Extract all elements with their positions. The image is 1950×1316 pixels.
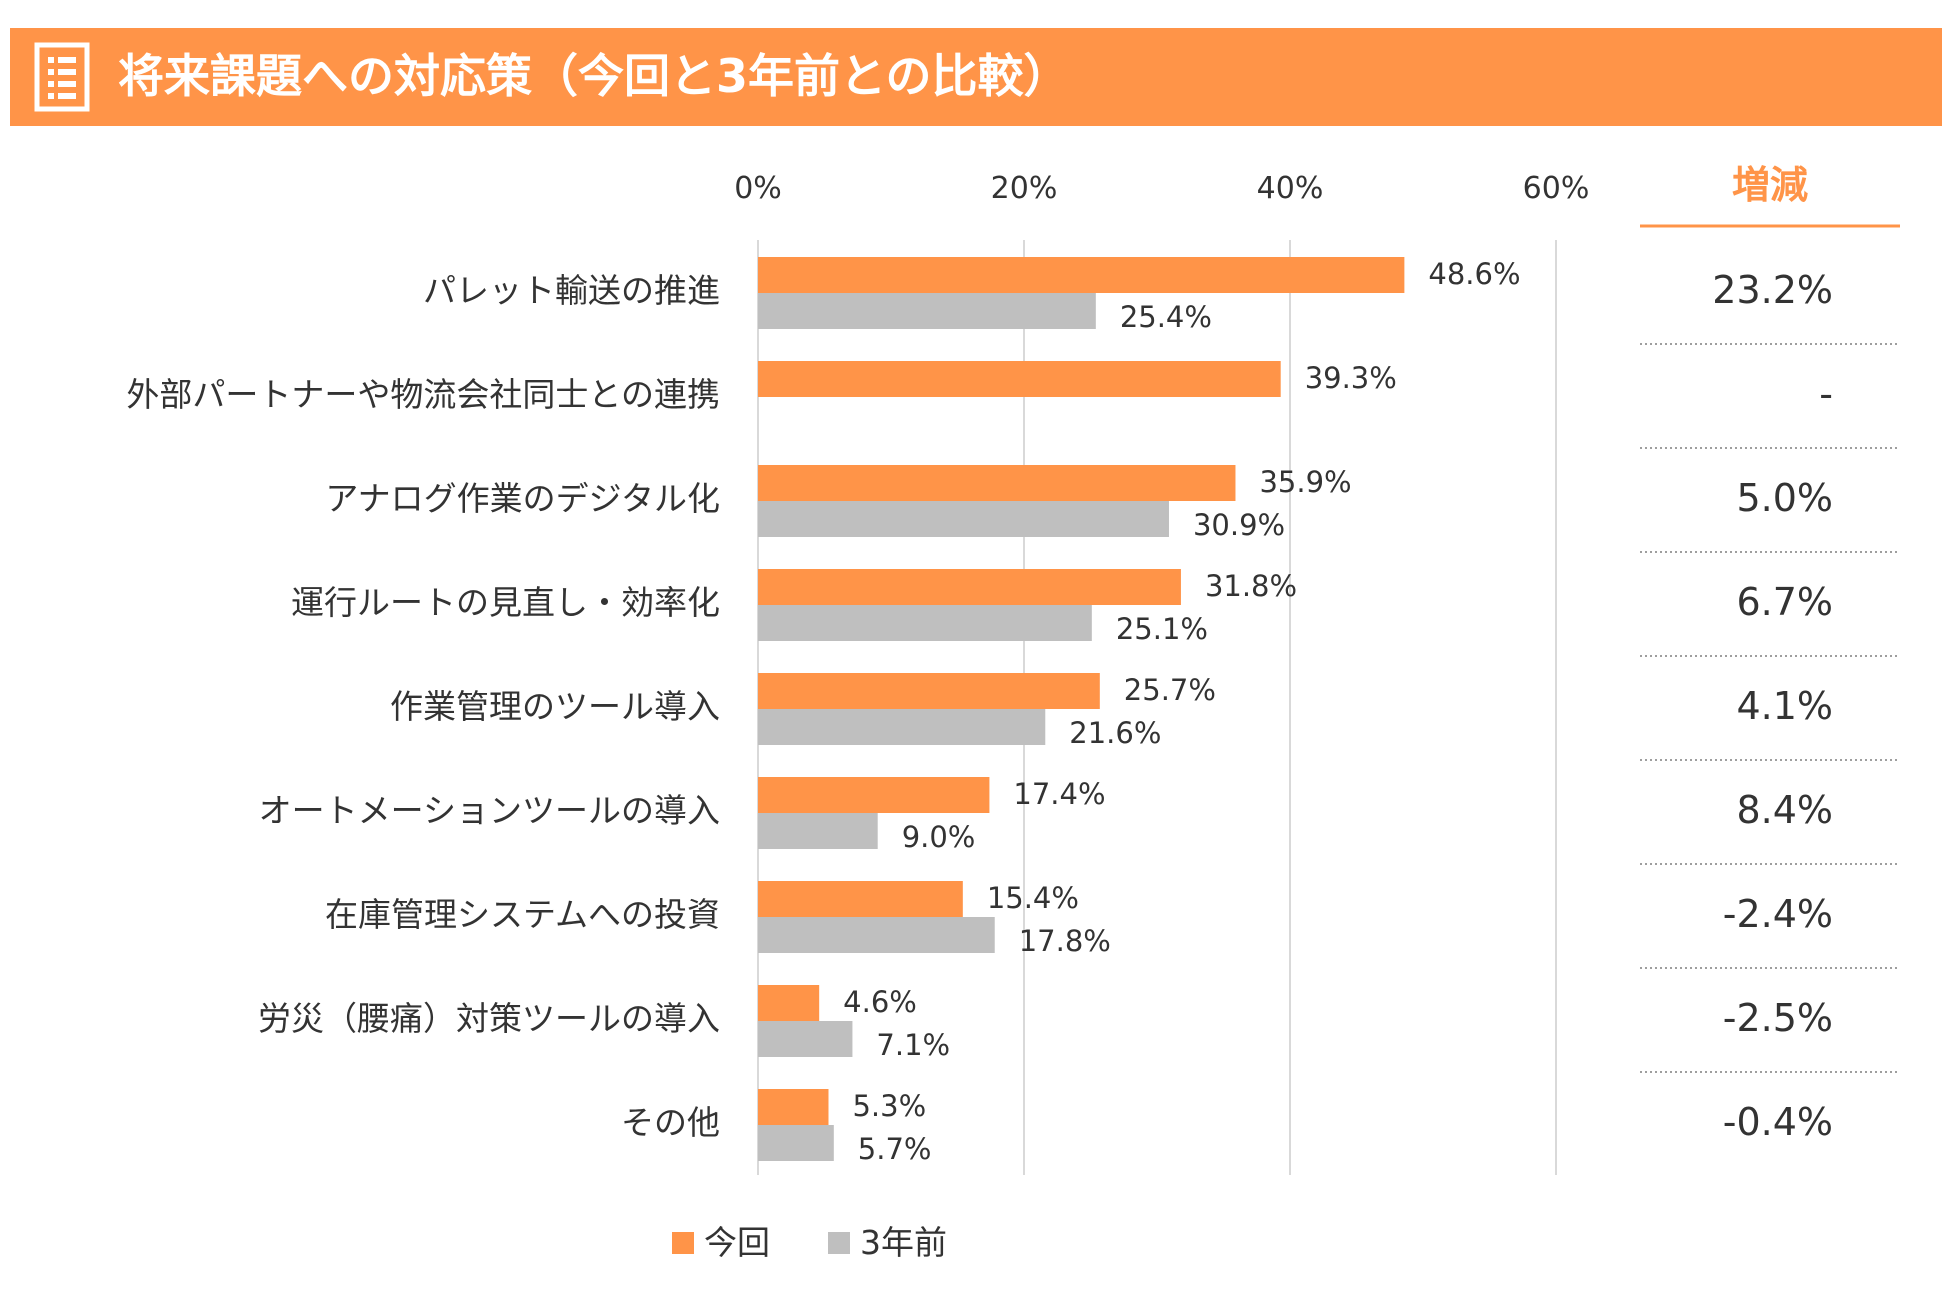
delta-value: 6.7%	[1736, 580, 1833, 624]
document-list-icon	[34, 42, 90, 112]
legend-label: 3年前	[860, 1223, 947, 1262]
legend-swatch	[672, 1232, 694, 1254]
data-label: 17.8%	[1019, 924, 1111, 958]
data-label: 7.1%	[876, 1028, 950, 1062]
bar-three-years-ago	[758, 813, 878, 849]
bar-current	[758, 569, 1181, 605]
category-label: 労災（腰痛）対策ツールの導入	[258, 999, 720, 1038]
x-tick-label: 20%	[991, 171, 1058, 206]
x-tick-label: 40%	[1257, 171, 1324, 206]
x-axis-ticks: 0% 20% 40% 60%	[734, 171, 1589, 206]
delta-value: 23.2%	[1712, 268, 1833, 312]
category-label: 外部パートナーや物流会社同士との連携	[126, 375, 720, 414]
bar-current	[758, 465, 1236, 501]
delta-value: 8.4%	[1736, 788, 1833, 832]
category-label: オートメーションツールの導入	[259, 791, 720, 830]
legend: 今回 3年前	[672, 1223, 947, 1262]
bar-three-years-ago	[758, 605, 1092, 641]
category-label: 作業管理のツール導入	[390, 687, 720, 726]
data-label: 9.0%	[902, 820, 976, 854]
bar-three-years-ago	[758, 293, 1096, 329]
data-labels: 48.6% 25.4% 39.3% 35.9% 30.9% 31.8% 25.1% 25.7%…	[843, 257, 1520, 1166]
data-label: 21.6%	[1069, 716, 1161, 750]
data-label: 25.7%	[1124, 673, 1216, 707]
category-label: アナログ作業のデジタル化	[325, 479, 720, 518]
data-label: 25.1%	[1116, 612, 1208, 646]
delta-header: 増減	[1732, 163, 1808, 207]
data-label: 35.9%	[1259, 465, 1351, 499]
delta-column: 増減 23.2% - 5.0% 6.7% 4.1% 8.4% -2.4% -2.5% -0.4%	[1640, 163, 1900, 1144]
data-label: 31.8%	[1205, 569, 1297, 603]
data-label: 5.3%	[852, 1089, 926, 1123]
data-label: 39.3%	[1305, 361, 1397, 395]
header-bar: 将来課題への対応策（今回と3年前との比較）	[10, 28, 1942, 126]
bar-current	[758, 777, 990, 813]
bars	[758, 257, 1405, 1161]
delta-value: 5.0%	[1736, 476, 1833, 520]
category-labels: パレット輸送の推進外部パートナーや物流会社同士との連携アナログ作業のデジタル化運…	[126, 271, 720, 1142]
bar-current	[758, 1089, 829, 1125]
category-label: パレット輸送の推進	[423, 271, 720, 310]
data-label: 17.4%	[1013, 777, 1105, 811]
bar-three-years-ago	[758, 1125, 834, 1161]
data-label: 48.6%	[1428, 257, 1520, 291]
category-label: その他	[621, 1103, 720, 1142]
bar-current	[758, 985, 820, 1021]
delta-value: -0.4%	[1723, 1100, 1833, 1144]
category-label: 在庫管理システムへの投資	[325, 895, 720, 934]
x-tick-label: 0%	[734, 171, 782, 206]
legend-label: 今回	[704, 1223, 770, 1262]
bar-current	[758, 673, 1100, 709]
bar-current	[758, 881, 963, 917]
bar-current	[758, 257, 1405, 293]
bar-three-years-ago	[758, 917, 995, 953]
delta-value: -2.4%	[1723, 892, 1833, 936]
legend-swatch	[828, 1232, 850, 1254]
data-label: 5.7%	[858, 1132, 932, 1166]
delta-value: -	[1819, 372, 1833, 416]
data-label: 25.4%	[1120, 300, 1212, 334]
bar-three-years-ago	[758, 501, 1169, 537]
bar-three-years-ago	[758, 1021, 853, 1057]
delta-value: 4.1%	[1736, 684, 1833, 728]
delta-value: -2.5%	[1723, 996, 1833, 1040]
category-label: 運行ルートの見直し・効率化	[291, 583, 720, 622]
data-label: 30.9%	[1193, 508, 1285, 542]
bar-three-years-ago	[758, 709, 1046, 745]
data-label: 15.4%	[987, 881, 1079, 915]
chart-title: 将来課題への対応策（今回と3年前との比較）	[118, 49, 1070, 103]
bar-current	[758, 361, 1281, 397]
data-label: 4.6%	[843, 985, 917, 1019]
x-tick-label: 60%	[1523, 171, 1590, 206]
